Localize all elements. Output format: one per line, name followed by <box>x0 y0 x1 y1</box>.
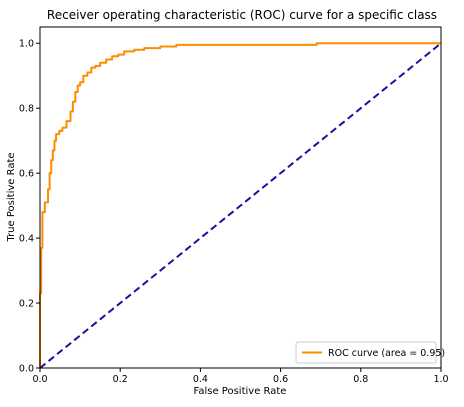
y-tick-label: 0.4 <box>19 234 34 245</box>
y-tick-label: 0.0 <box>19 364 34 375</box>
x-tick-label: 0.6 <box>273 374 288 385</box>
x-tick-label: 0.8 <box>353 374 368 385</box>
y-axis-label: True Positive Rate <box>6 152 17 242</box>
chart-title: Receiver operating characteristic (ROC) … <box>47 8 437 22</box>
x-axis-label: False Positive Rate <box>194 386 287 397</box>
roc-curve-line <box>39 42 441 368</box>
x-tick-label: 0.0 <box>32 374 47 385</box>
x-axis-ticks: 0.0 0.2 0.4 0.6 0.8 1.0 <box>32 368 449 385</box>
legend-box <box>295 341 437 364</box>
x-tick-label: 0.4 <box>193 374 208 385</box>
y-tick-label: 1.0 <box>19 39 34 50</box>
y-tick-label: 0.6 <box>19 169 34 180</box>
plot-frame <box>39 26 442 369</box>
plot-layer <box>39 42 442 369</box>
x-tick-label: 1.0 <box>433 374 448 385</box>
legend: ROC curve (area = 0.95) <box>295 341 445 364</box>
y-axis-ticks: 0.0 0.2 0.4 0.6 0.8 1.0 <box>19 39 40 375</box>
legend-label-roc: ROC curve (area = 0.95) <box>328 348 445 359</box>
x-tick-label: 0.2 <box>113 374 128 385</box>
chance-diagonal-line <box>39 42 442 369</box>
y-tick-label: 0.8 <box>19 104 34 115</box>
y-tick-label: 0.2 <box>19 299 34 310</box>
